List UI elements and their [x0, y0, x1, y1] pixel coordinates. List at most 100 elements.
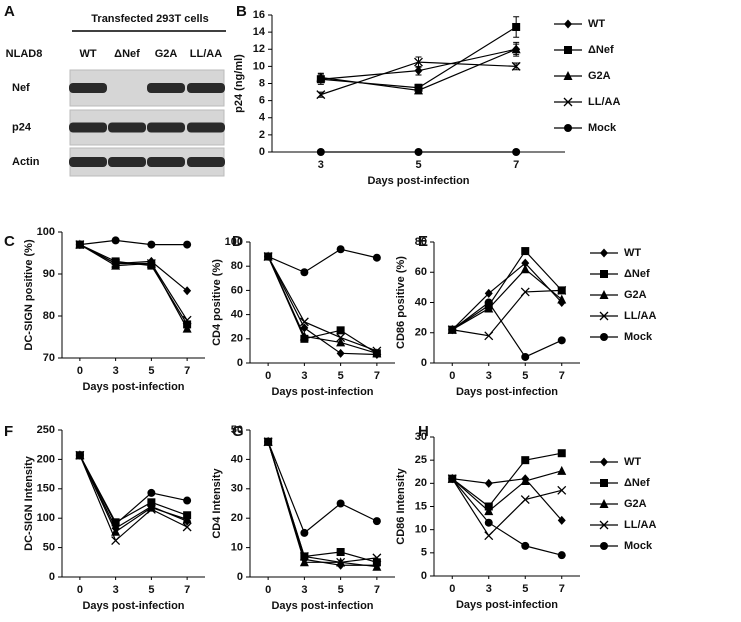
marker [557, 485, 567, 495]
series-line [451, 268, 563, 331]
marker [484, 531, 494, 541]
marker [600, 270, 608, 278]
y-tick-label: 20 [231, 333, 243, 345]
legend-label: G2A [624, 498, 647, 510]
marker [521, 456, 530, 465]
series-line [451, 250, 563, 331]
marker [512, 148, 521, 156]
marker [75, 240, 84, 249]
marker [557, 465, 567, 475]
lane-label: NLAD8 [6, 48, 43, 60]
blot-band [147, 122, 185, 133]
marker [557, 294, 567, 304]
marker [599, 311, 609, 321]
y-tick-label: 0 [421, 357, 427, 369]
y-tick-label: 10 [415, 524, 427, 536]
marker [484, 506, 494, 516]
y-tick-label: 250 [37, 424, 55, 436]
legend-label: WT [624, 456, 641, 468]
x-tick-label: 3 [486, 370, 492, 382]
legend-label: ΔNef [624, 268, 650, 280]
y-tick-label: 0 [237, 357, 243, 369]
marker [372, 553, 382, 563]
marker [484, 331, 494, 341]
marker [111, 520, 120, 529]
y-tick-label: 80 [43, 310, 55, 322]
y-tick-label: 14 [253, 26, 266, 38]
series-line [452, 289, 562, 337]
series-line [451, 470, 562, 512]
marker [521, 247, 530, 256]
x-tick-label: 5 [415, 159, 421, 171]
y-tick-label: 60 [415, 266, 427, 278]
marker [599, 520, 609, 530]
marker [600, 457, 608, 467]
legend-label: ΔNef [624, 477, 650, 489]
series-line [267, 256, 378, 352]
blot-header: Transfected 293T cells [91, 13, 208, 25]
y-tick-label: 100 [37, 512, 55, 524]
y-tick-label: 40 [231, 453, 243, 465]
marker [147, 498, 156, 507]
legend-label: LL/AA [624, 310, 656, 322]
marker [564, 19, 572, 29]
marker [111, 236, 120, 245]
y-tick-label: 10 [253, 60, 265, 72]
blot-band [69, 122, 107, 133]
y-tick-label: 20 [231, 512, 243, 524]
x-tick-label: 7 [513, 159, 519, 171]
x-axis-label: Days post-infection [82, 600, 184, 612]
row-label: p24 [12, 121, 32, 133]
y-tick-label: 8 [259, 77, 265, 89]
y-tick-label: 4 [259, 112, 266, 124]
series-line [451, 478, 562, 556]
marker [336, 557, 346, 567]
series-line [79, 244, 188, 329]
marker [372, 348, 382, 358]
x-tick-label: 3 [113, 584, 119, 596]
series-line [267, 256, 377, 356]
y-tick-label: 90 [43, 268, 55, 280]
marker [299, 317, 309, 327]
marker [520, 287, 530, 297]
marker [372, 517, 381, 526]
y-axis-label: CD4 positive (%) [211, 259, 223, 346]
marker [521, 541, 530, 550]
marker [183, 240, 192, 249]
marker [316, 90, 326, 100]
marker [147, 488, 156, 497]
y-tick-label: 50 [43, 542, 55, 554]
marker [336, 337, 346, 347]
marker [336, 548, 345, 557]
y-axis-label: DC-SIGN Intensity [23, 455, 35, 551]
series-line [267, 441, 377, 568]
y-tick-label: 40 [231, 309, 243, 321]
marker [336, 499, 345, 508]
marker [484, 518, 493, 527]
marker [599, 290, 609, 299]
marker [182, 315, 192, 325]
y-tick-label: 80 [415, 236, 427, 248]
blot-band [108, 157, 146, 167]
marker [111, 259, 121, 268]
row-label: Actin [12, 156, 40, 168]
marker [600, 479, 608, 487]
marker [182, 514, 192, 524]
marker [557, 449, 566, 458]
panel-label: E [418, 233, 428, 250]
y-axis-label: p24 (ng/ml) [233, 54, 245, 113]
marker [264, 437, 273, 446]
x-tick-label: 7 [559, 370, 565, 382]
y-tick-label: 30 [415, 431, 427, 443]
x-tick-label: 3 [301, 584, 307, 596]
marker [563, 97, 573, 107]
x-tick-label: 7 [559, 583, 565, 595]
panel-label: F [4, 423, 13, 440]
lane-label: G2A [155, 48, 178, 60]
x-axis-label: Days post-infection [271, 600, 373, 612]
blot-band [187, 157, 225, 167]
marker [557, 285, 567, 295]
legend-label: WT [588, 18, 605, 30]
marker [182, 522, 192, 532]
y-tick-label: 12 [253, 43, 265, 55]
